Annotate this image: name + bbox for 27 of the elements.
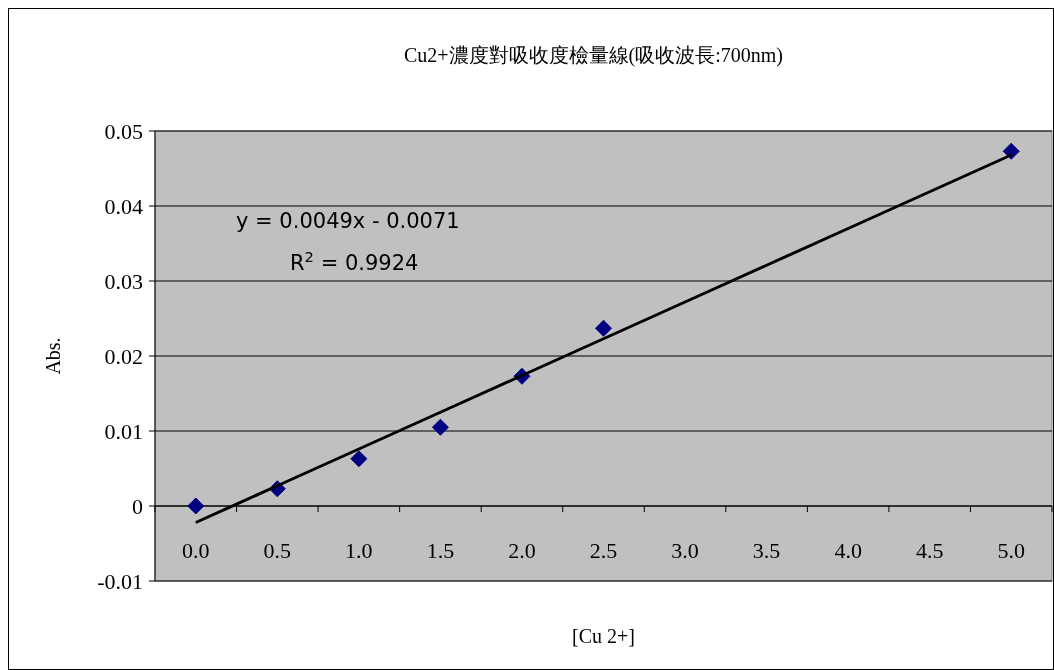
x-tick-label: 5.0 <box>997 538 1025 563</box>
y-tick-label: -0.01 <box>97 569 143 594</box>
point <box>187 497 205 515</box>
y-tick-label: 0 <box>132 494 143 519</box>
y-tick-label: 0.01 <box>104 419 143 444</box>
x-tick-label: 4.0 <box>834 538 862 563</box>
x-tick-label: 0.0 <box>182 538 210 563</box>
y-tick-label: 0.02 <box>104 344 143 369</box>
x-axis-title: [Cu 2+] <box>572 625 635 647</box>
y-axis-title: Abs. <box>42 337 64 375</box>
x-tick-label: 2.5 <box>589 538 618 563</box>
y-tick-label: 0.03 <box>104 269 143 294</box>
point <box>350 450 368 468</box>
point <box>595 319 612 337</box>
annotation: y = 0.0049x - 0.0071 <box>236 209 460 233</box>
chart-title: Cu2+濃度對吸收度檢量線(吸收波長:700nm) <box>403 44 784 67</box>
y-tick-label: 0.05 <box>104 119 143 144</box>
x-tick-label: 1.5 <box>426 538 455 563</box>
x-tick-label: 3.5 <box>752 538 781 563</box>
annotation: R$^{2}$ = 0.9924 <box>290 247 419 275</box>
y-tick-label: 0.04 <box>104 194 143 219</box>
x-tick-label: 1.0 <box>345 538 373 563</box>
x-tick-label: 0.5 <box>263 538 292 563</box>
x-tick-label: 2.0 <box>508 538 536 563</box>
point <box>431 418 449 436</box>
x-tick-label: 3.0 <box>671 538 699 563</box>
x-tick-label: 4.5 <box>915 538 944 563</box>
